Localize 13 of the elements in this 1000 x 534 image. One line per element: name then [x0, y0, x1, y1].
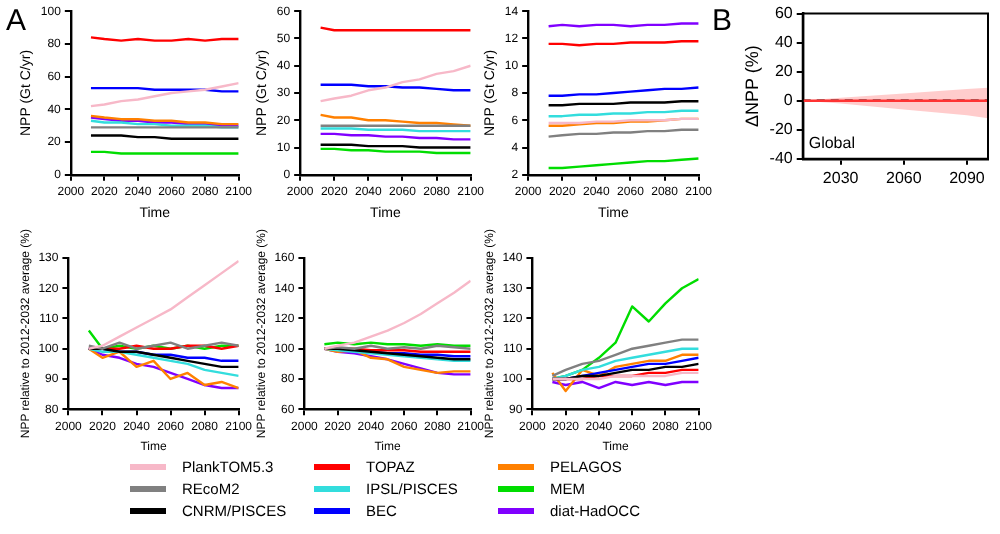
y-tick-label: -40 — [769, 149, 794, 168]
text: A — [6, 4, 27, 38]
text: B — [712, 4, 733, 38]
x-tick-label: 2090 — [949, 168, 986, 187]
y-tick-label: 60 — [774, 4, 794, 23]
x-tick-label: 2060 — [885, 168, 923, 187]
y-tick-label: 20 — [774, 62, 794, 81]
y-axis-title: ΔNPP (%) — [741, 45, 762, 128]
y-tick-label: 0 — [783, 91, 794, 110]
x-tick-label: 2030 — [822, 168, 860, 187]
y-tick-label: -20 — [769, 120, 794, 139]
y-tick-label: 40 — [774, 33, 794, 52]
annotation: Global — [808, 134, 855, 153]
